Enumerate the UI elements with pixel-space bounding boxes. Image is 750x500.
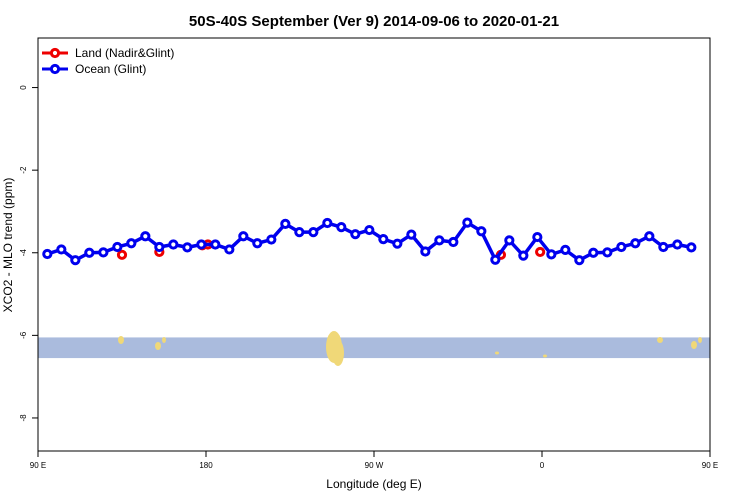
y-axis: 0 -2 -4 -6 -8 (19, 85, 38, 422)
legend-label: Ocean (Glint) (75, 62, 146, 76)
ocean-point (350, 229, 361, 240)
land-point (535, 246, 546, 258)
ocean-point (518, 250, 529, 261)
ocean-point (476, 226, 487, 237)
ocean-point (42, 248, 53, 260)
x-tick-label: 180 (199, 461, 213, 470)
ocean-point (56, 244, 67, 255)
ocean-point (462, 217, 473, 228)
ocean-point (322, 217, 333, 229)
ocean-point (70, 255, 81, 266)
land-shape (698, 337, 702, 343)
ocean-point (406, 229, 417, 240)
ocean-point (168, 239, 179, 250)
land-shape (657, 337, 663, 343)
y-tick-label: -2 (19, 166, 28, 174)
ocean-point (658, 241, 669, 253)
land-point (116, 249, 128, 260)
ocean-point (252, 238, 263, 249)
x-tick-label: 90 E (30, 461, 46, 470)
ocean-point (574, 255, 585, 266)
land-shape (155, 342, 161, 350)
legend-swatch-marker (49, 47, 61, 59)
land-shape (691, 341, 697, 349)
ocean-point (364, 224, 375, 236)
y-tick-label: -6 (19, 331, 28, 339)
ocean-point (602, 247, 613, 258)
ocean-point (560, 244, 571, 255)
legend-swatch-marker (49, 63, 61, 75)
plot-area (38, 217, 710, 366)
ocean-point (112, 241, 123, 253)
ocean-point (588, 247, 599, 258)
x-axis: 90 E 180 90 W 0 90 E (30, 451, 718, 470)
ocean-point (448, 236, 459, 248)
land-shape (543, 354, 547, 358)
ocean-point (686, 242, 697, 253)
ocean-point (294, 227, 305, 238)
ocean-point (280, 218, 291, 229)
ocean-strip (38, 337, 710, 359)
y-axis-label: XCO2 - MLO trend (ppm) (1, 178, 15, 313)
legend: Land (Nadir&Glint) Ocean (Glint) (42, 46, 174, 76)
ocean-point (392, 238, 403, 249)
ocean-point (532, 231, 543, 243)
ocean-point (98, 247, 109, 258)
ocean-point (504, 235, 515, 246)
ocean-point (266, 234, 277, 245)
ocean-point (210, 239, 221, 250)
chart-title: 50S-40S September (Ver 9) 2014-09-06 to … (189, 13, 559, 30)
ocean-point (126, 238, 137, 249)
x-tick-label: 0 (540, 461, 545, 470)
y-tick-label: -4 (19, 249, 28, 257)
land-shape (495, 351, 499, 355)
ocean-point (84, 247, 95, 258)
ocean-point (644, 231, 655, 242)
ocean-point (434, 235, 445, 246)
ocean-point (420, 246, 431, 257)
legend-label: Land (Nadir&Glint) (75, 46, 174, 60)
ocean-point (616, 241, 627, 253)
ocean-point (238, 231, 249, 242)
land-shape (162, 337, 166, 343)
y-tick-label: 0 (19, 85, 28, 90)
x-tick-label: 90 W (365, 461, 384, 470)
plot-frame (37, 37, 711, 452)
ocean-point (630, 238, 641, 249)
ocean-point (378, 234, 389, 245)
x-axis-label: Longitude (deg E) (326, 477, 421, 491)
ocean-point (140, 231, 151, 242)
ocean-point (336, 222, 347, 233)
land-shape (118, 336, 124, 344)
ocean-point (182, 242, 193, 253)
ocean-point (154, 241, 165, 253)
land-shape (332, 340, 344, 366)
ocean-point (546, 249, 557, 260)
ocean-point (308, 227, 319, 238)
y-tick-label: -8 (19, 414, 28, 422)
x-tick-label: 90 E (702, 461, 718, 470)
ocean-point (672, 239, 683, 250)
ocean-point (224, 244, 235, 255)
ocean-point (196, 239, 207, 250)
ocean-point (490, 254, 501, 265)
